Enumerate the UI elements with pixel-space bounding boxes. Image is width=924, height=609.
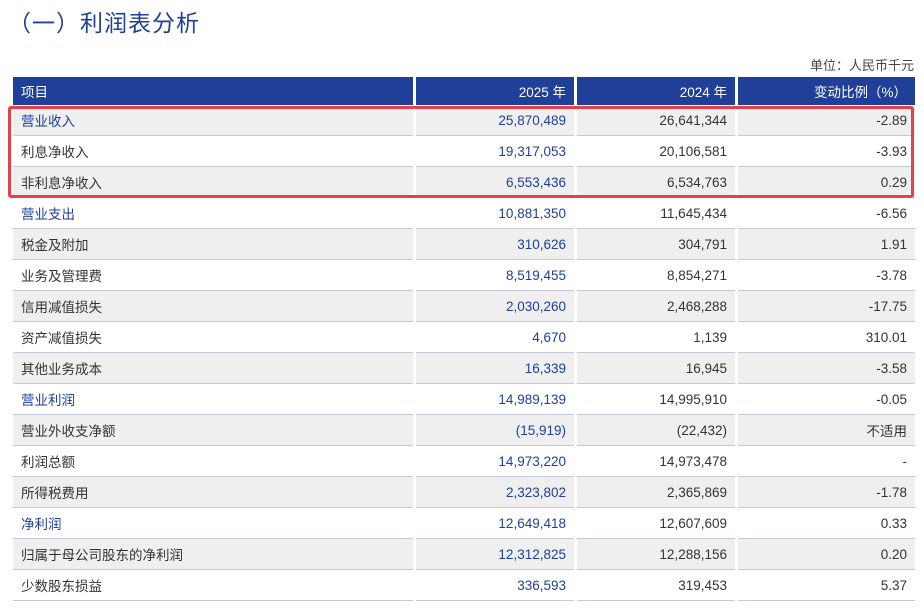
table-row: 营业收入 25,870,489 26,641,344 -2.89 xyxy=(13,105,915,136)
row-item: 所得税费用 xyxy=(13,477,413,508)
row-value-2024: 319,453 xyxy=(577,570,735,601)
row-value-2024: 14,995,910 xyxy=(577,384,735,415)
row-value-2024: 304,791 xyxy=(577,229,735,260)
row-value-2024: 16,945 xyxy=(577,353,735,384)
table-body: 营业收入 25,870,489 26,641,344 -2.89 利息净收入 19,317… xyxy=(13,105,915,601)
row-change: 1.91 xyxy=(738,229,915,260)
row-value-2025: 16,339 xyxy=(416,353,574,384)
table-header-row: 项目 2025 年 2024 年 变动比例（%） xyxy=(13,77,915,105)
header-item: 项目 xyxy=(13,77,413,105)
row-value-2025: 12,312,825 xyxy=(416,539,574,570)
header-change: 变动比例（%） xyxy=(738,77,915,105)
header-2024: 2024 年 xyxy=(577,77,735,105)
row-item: 营业外收支净额 xyxy=(13,415,413,446)
row-value-2024: 6,534,763 xyxy=(577,167,735,198)
row-value-2024: 2,468,288 xyxy=(577,291,735,322)
row-value-2025: (15,919) xyxy=(416,415,574,446)
row-item: 营业支出 xyxy=(13,198,413,229)
row-item: 其他业务成本 xyxy=(13,353,413,384)
table-row: 业务及管理费 8,519,455 8,854,271 -3.78 xyxy=(13,260,915,291)
header-2025: 2025 年 xyxy=(416,77,574,105)
row-change: 不适用 xyxy=(738,415,915,446)
row-item: 业务及管理费 xyxy=(13,260,413,291)
row-change: -3.78 xyxy=(738,260,915,291)
table-row: 营业支出 10,881,350 11,645,434 -6.56 xyxy=(13,198,915,229)
row-value-2025: 6,553,436 xyxy=(416,167,574,198)
row-value-2025: 2,323,802 xyxy=(416,477,574,508)
row-value-2024: (22,432) xyxy=(577,415,735,446)
row-value-2025: 14,989,139 xyxy=(416,384,574,415)
row-value-2024: 26,641,344 xyxy=(577,105,735,136)
row-value-2024: 11,645,434 xyxy=(577,198,735,229)
row-change: 0.33 xyxy=(738,508,915,539)
row-change: 0.20 xyxy=(738,539,915,570)
table-row: 归属于母公司股东的净利润 12,312,825 12,288,156 0.20 xyxy=(13,539,915,570)
row-change: 310.01 xyxy=(738,322,915,353)
table-row: 非利息净收入 6,553,436 6,534,763 0.29 xyxy=(13,167,915,198)
row-change: -3.58 xyxy=(738,353,915,384)
row-value-2024: 14,973,478 xyxy=(577,446,735,477)
row-value-2025: 12,649,418 xyxy=(416,508,574,539)
row-item: 少数股东损益 xyxy=(13,570,413,601)
row-change: -17.75 xyxy=(738,291,915,322)
row-value-2024: 2,365,869 xyxy=(577,477,735,508)
row-value-2025: 25,870,489 xyxy=(416,105,574,136)
row-item: 利润总额 xyxy=(13,446,413,477)
table-row: 利息净收入 19,317,053 20,106,581 -3.93 xyxy=(13,136,915,167)
row-value-2025: 336,593 xyxy=(416,570,574,601)
row-change: -6.56 xyxy=(738,198,915,229)
table-row: 利润总额 14,973,220 14,973,478- xyxy=(13,446,915,477)
unit-label: 单位：人民币千元 xyxy=(809,59,914,74)
row-change: 0.29 xyxy=(738,167,915,198)
row-item: 净利润 xyxy=(13,508,413,539)
row-value-2025: 8,519,455 xyxy=(416,260,574,291)
table-row: 营业利润 14,989,139 14,995,910 -0.05 xyxy=(13,384,915,415)
row-item: 营业收入 xyxy=(13,105,413,136)
row-change: -0.05 xyxy=(738,384,915,415)
row-item: 非利息净收入 xyxy=(13,167,413,198)
row-value-2024: 1,139 xyxy=(577,322,735,353)
row-value-2025: 10,881,350 xyxy=(416,198,574,229)
row-item: 营业利润 xyxy=(13,384,413,415)
table-row: 所得税费用 2,323,802 2,365,869 -1.78 xyxy=(13,477,915,508)
row-value-2024: 12,607,609 xyxy=(577,508,735,539)
row-item: 信用减值损失 xyxy=(13,291,413,322)
row-value-2025: 310,626 xyxy=(416,229,574,260)
row-value-2024: 20,106,581 xyxy=(577,136,735,167)
row-item: 归属于母公司股东的净利润 xyxy=(13,539,413,570)
table-row: 资产减值损失 4,670 1,139 310.01 xyxy=(13,322,915,353)
row-change: -2.89 xyxy=(738,105,915,136)
table-row: 信用减值损失 2,030,260 2,468,288 -17.75 xyxy=(13,291,915,322)
table-row: 少数股东损益 336,593 319,453 5.37 xyxy=(13,570,915,601)
table-row: 营业外收支净额 (15,919) (22,432) 不适用 xyxy=(13,415,915,446)
row-value-2025: 4,670 xyxy=(416,322,574,353)
income-statement-table: 项目 2025 年 2024 年 变动比例（%） 营业收入 25,870,489 2… xyxy=(10,77,918,601)
row-value-2025: 14,973,220 xyxy=(416,446,574,477)
row-value-2025: 2,030,260 xyxy=(416,291,574,322)
row-item: 税金及附加 xyxy=(13,229,413,260)
row-change: -1.78 xyxy=(738,477,915,508)
row-value-2024: 12,288,156 xyxy=(577,539,735,570)
table-row: 税金及附加 310,626 304,791 1.91 xyxy=(13,229,915,260)
row-value-2024: 8,854,271 xyxy=(577,260,735,291)
row-value-2025: 19,317,053 xyxy=(416,136,574,167)
row-item: 利息净收入 xyxy=(13,136,413,167)
row-change: -3.93 xyxy=(738,136,915,167)
table-row: 净利润 12,649,418 12,607,609 0.33 xyxy=(13,508,915,539)
row-change: - xyxy=(738,446,915,477)
row-change: 5.37 xyxy=(738,570,915,601)
section-title: （一）利润表分析 xyxy=(8,11,200,37)
table-row: 其他业务成本 16,339 16,945 -3.58 xyxy=(13,353,915,384)
row-item: 资产减值损失 xyxy=(13,322,413,353)
